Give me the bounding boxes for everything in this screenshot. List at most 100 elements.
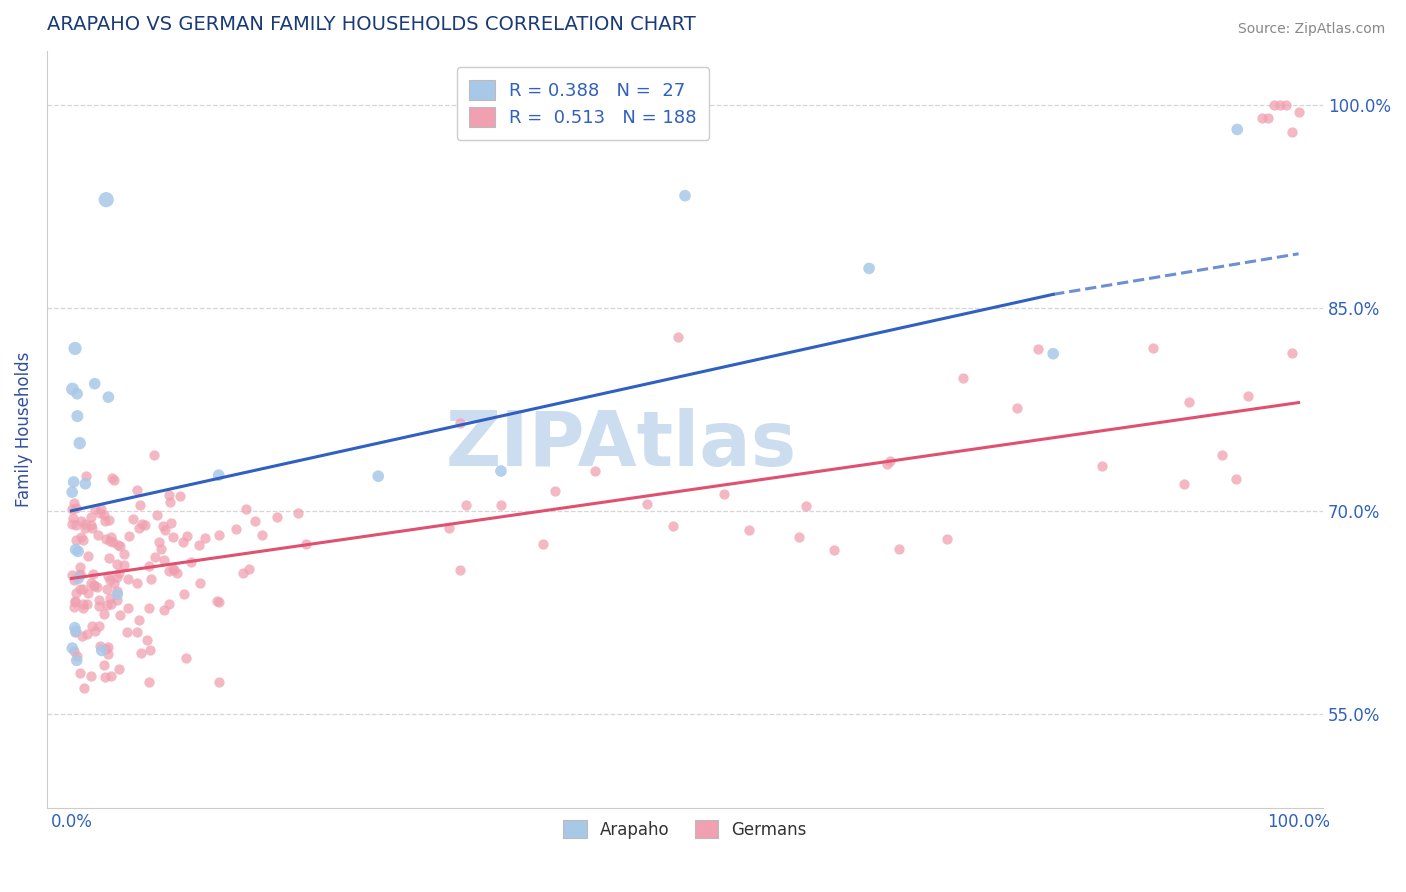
Point	[94, 514, 117, 528]
Point	[188, 538, 211, 552]
Point	[128, 613, 150, 627]
Point	[1178, 394, 1201, 409]
Point	[72, 582, 94, 596]
Point	[823, 543, 845, 558]
Point	[238, 562, 260, 576]
Point	[72, 597, 94, 611]
Point	[1226, 122, 1249, 136]
Point	[90, 502, 112, 516]
Point	[80, 575, 103, 590]
Point	[1091, 459, 1114, 474]
Point	[858, 261, 880, 276]
Point	[583, 464, 606, 478]
Point	[103, 473, 125, 487]
Point	[110, 539, 132, 553]
Point	[80, 520, 103, 534]
Point	[67, 571, 90, 585]
Point	[63, 573, 86, 587]
Point	[89, 593, 111, 607]
Point	[63, 624, 86, 639]
Point	[76, 549, 98, 563]
Text: ZIPAtlas: ZIPAtlas	[446, 408, 797, 482]
Point	[127, 625, 149, 640]
Point	[139, 643, 162, 657]
Point	[100, 668, 122, 682]
Point	[163, 563, 186, 577]
Point	[62, 496, 84, 510]
Point	[1250, 112, 1272, 126]
Point	[150, 542, 173, 557]
Point	[80, 518, 103, 533]
Point	[143, 448, 166, 462]
Point	[437, 521, 460, 535]
Point	[66, 386, 89, 401]
Point	[83, 376, 105, 391]
Point	[94, 642, 117, 657]
Point	[97, 647, 120, 661]
Point	[96, 193, 118, 207]
Point	[129, 646, 152, 660]
Point	[105, 570, 128, 584]
Point	[77, 586, 100, 600]
Point	[69, 559, 91, 574]
Point	[86, 580, 108, 594]
Point	[72, 533, 94, 547]
Point	[96, 598, 118, 612]
Point	[105, 557, 128, 571]
Point	[90, 643, 112, 657]
Point	[738, 524, 761, 538]
Point	[115, 625, 138, 640]
Point	[82, 567, 104, 582]
Y-axis label: Family Households: Family Households	[15, 352, 32, 508]
Point	[65, 593, 87, 607]
Point	[93, 607, 115, 621]
Point	[98, 591, 121, 606]
Point	[65, 585, 87, 599]
Point	[245, 514, 267, 528]
Point	[87, 528, 110, 542]
Point	[117, 573, 139, 587]
Point	[252, 528, 274, 542]
Point	[232, 566, 254, 580]
Point	[82, 619, 104, 633]
Point	[169, 489, 191, 503]
Point	[62, 511, 84, 525]
Point	[157, 597, 180, 611]
Point	[60, 502, 83, 516]
Point	[489, 498, 512, 512]
Point	[108, 662, 131, 676]
Point	[172, 534, 194, 549]
Point	[138, 559, 160, 574]
Point	[153, 603, 176, 617]
Point	[65, 542, 87, 557]
Point	[129, 498, 152, 512]
Point	[60, 641, 83, 656]
Point	[89, 506, 111, 520]
Point	[157, 488, 180, 502]
Point	[449, 417, 471, 431]
Point	[105, 593, 128, 607]
Point	[127, 576, 149, 591]
Point	[134, 518, 156, 533]
Point	[66, 653, 89, 667]
Point	[1007, 401, 1029, 416]
Point	[76, 627, 98, 641]
Point	[93, 508, 115, 523]
Legend: Arapaho, Germans: Arapaho, Germans	[557, 814, 813, 846]
Point	[935, 532, 957, 546]
Point	[69, 582, 91, 596]
Point	[235, 502, 257, 516]
Point	[87, 619, 110, 633]
Point	[673, 188, 696, 202]
Point	[176, 529, 198, 543]
Point	[1281, 125, 1303, 139]
Point	[62, 382, 84, 396]
Point	[73, 521, 96, 535]
Point	[100, 530, 122, 544]
Point	[162, 530, 184, 544]
Point	[79, 509, 101, 524]
Point	[98, 573, 121, 587]
Point	[98, 513, 121, 527]
Point	[69, 665, 91, 680]
Point	[97, 390, 120, 404]
